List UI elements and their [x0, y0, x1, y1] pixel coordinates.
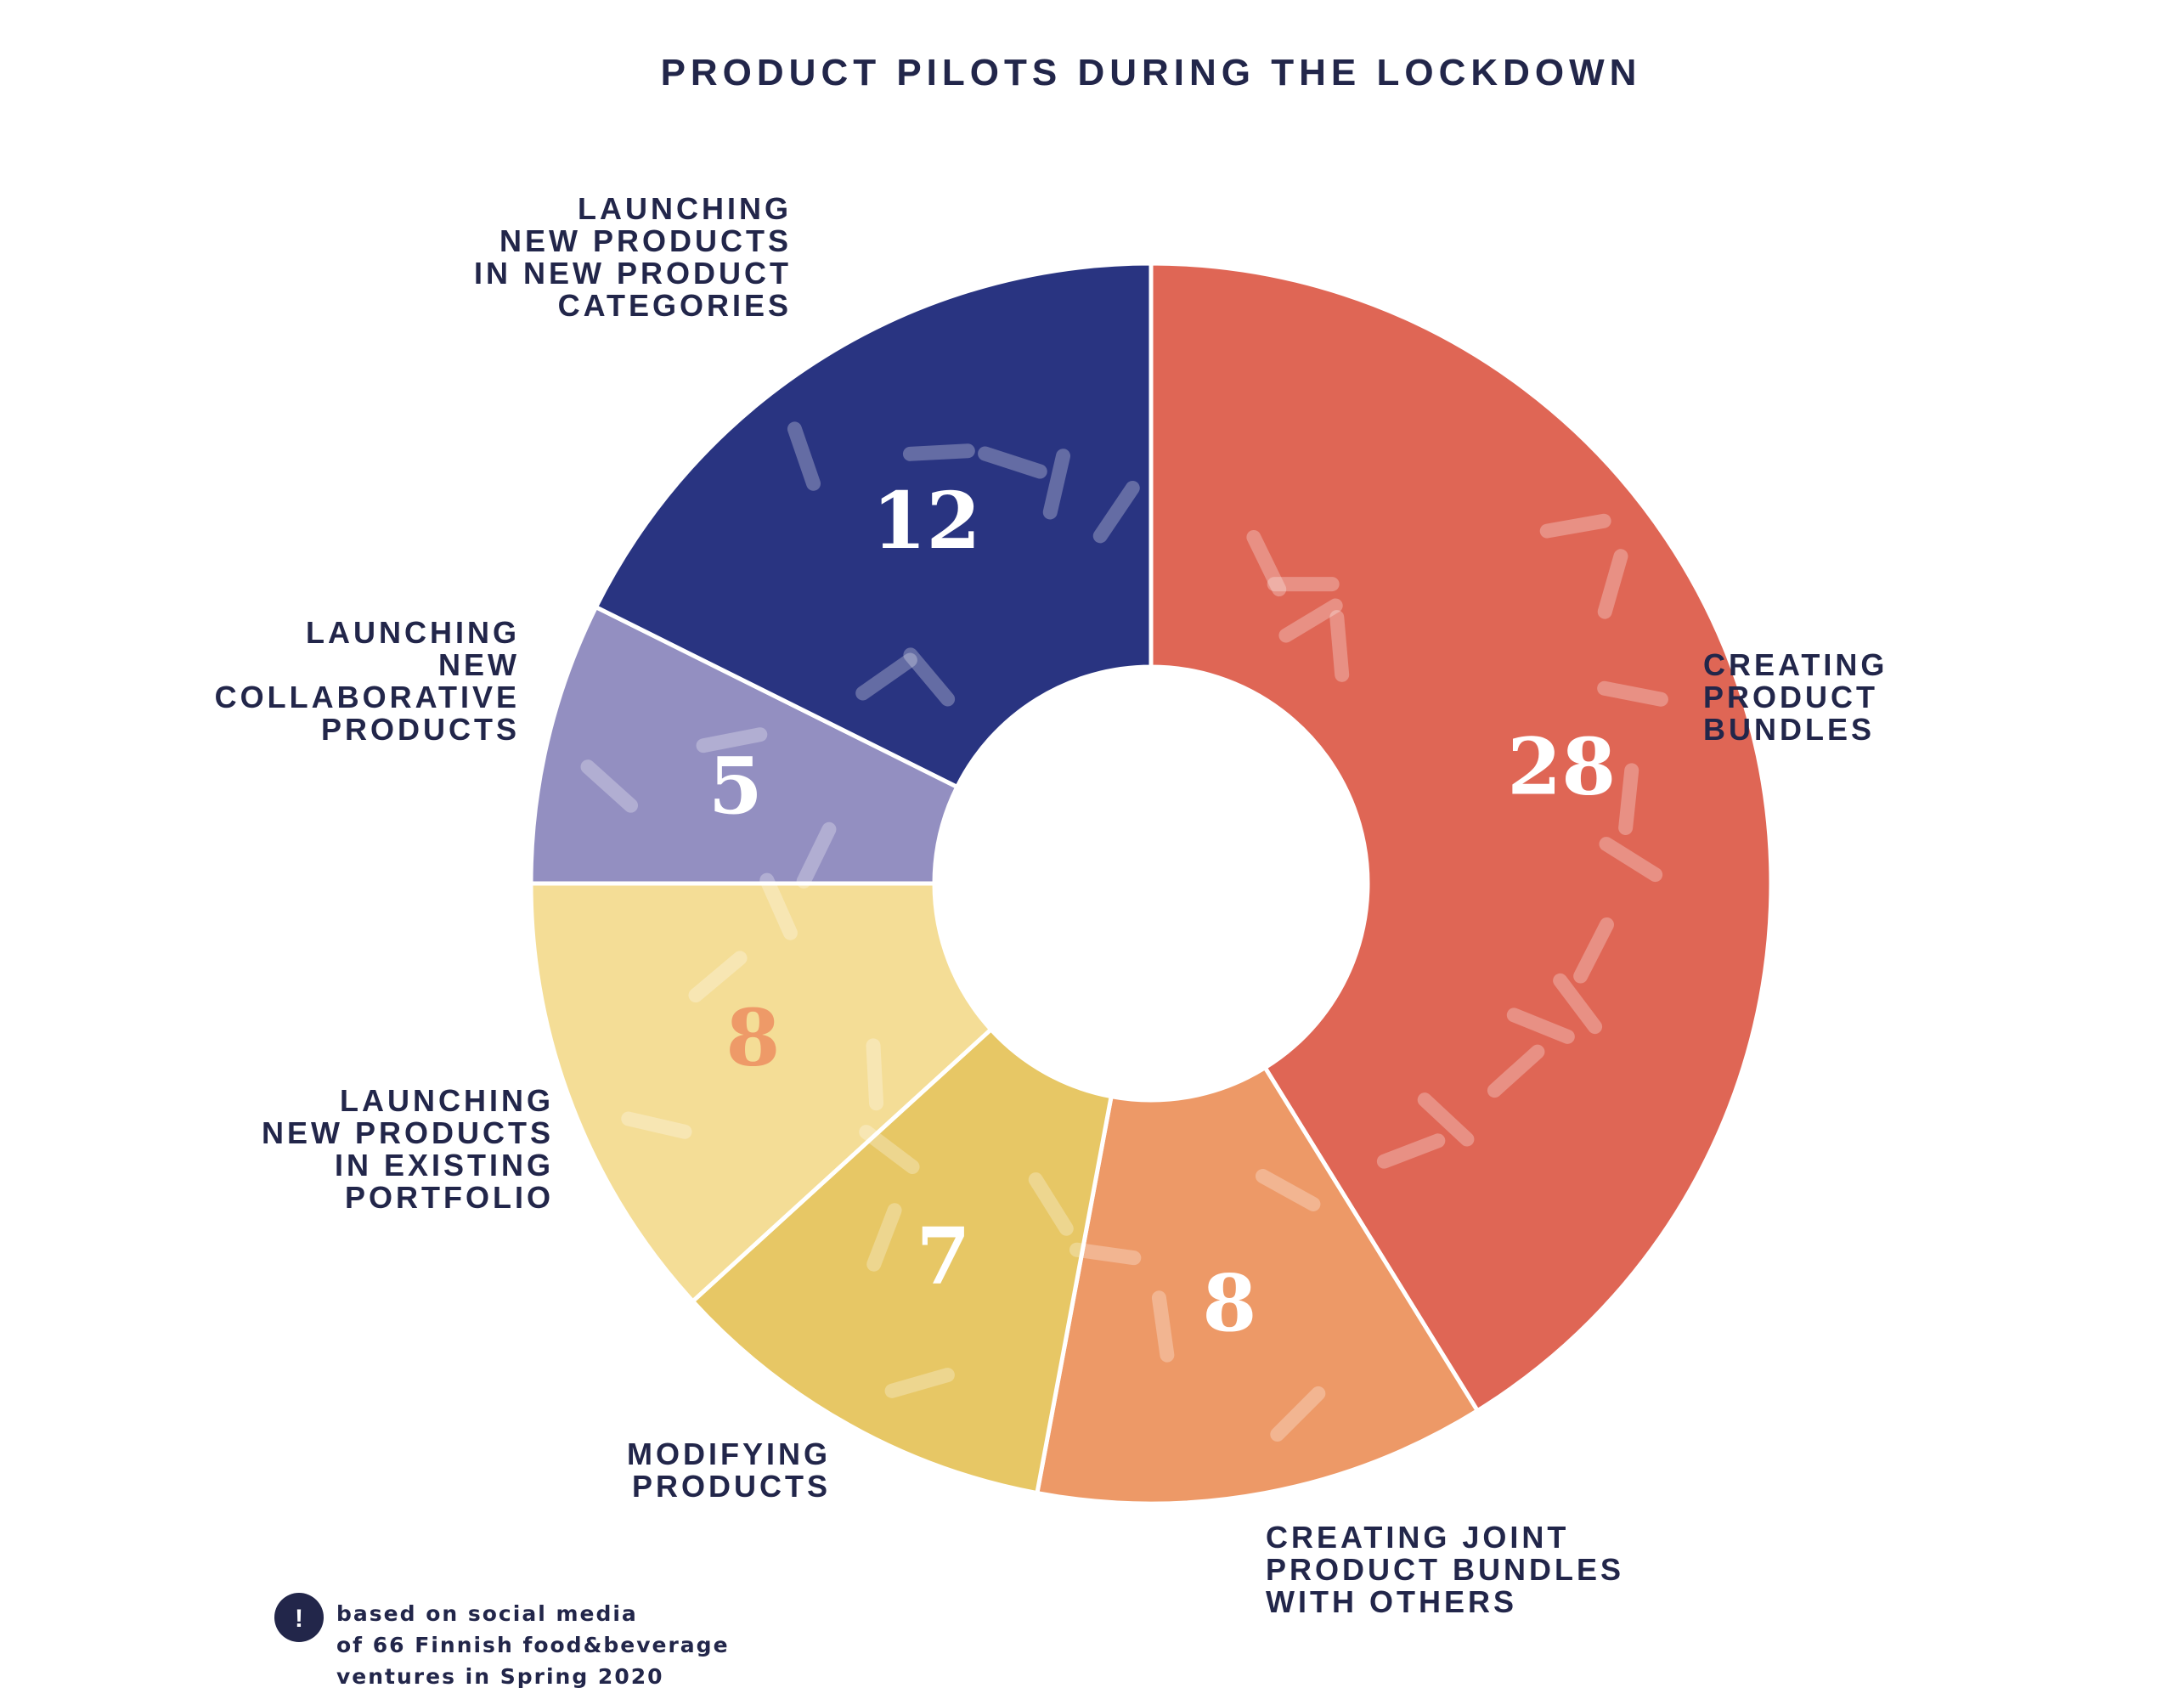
slice-label-creating-product-bundles: CREATING PRODUCT BUNDLES — [1703, 647, 1888, 747]
slice-label-launching-new-products-in-existing-portfolio: LAUNCHING NEW PRODUCTS IN EXISTING PORTFOLI… — [262, 1083, 554, 1215]
slice-labels: CREATING PRODUCT BUNDLES CREATING JOINT PROD… — [215, 191, 1888, 1619]
sprinkle-dash — [1539, 513, 1611, 539]
sprinkle-dash — [796, 821, 837, 889]
sprinkle-dash — [621, 1111, 692, 1139]
sprinkle-dash — [688, 951, 748, 1003]
value-label-launching-new-products-in-new-product-categories: 12 — [872, 475, 980, 567]
sprinkle-dash — [866, 1203, 902, 1272]
sprinkle-dash — [759, 872, 798, 940]
sprinkle-dash — [787, 421, 821, 491]
sprinkle-dash — [1506, 1008, 1575, 1044]
sprinkle-dash — [855, 652, 917, 701]
value-label-modifying-products: 7 — [916, 1211, 970, 1302]
sprinkle-dash — [859, 1125, 920, 1175]
value-label-creating-joint-product-bundles-with-others: 8 — [1202, 1257, 1256, 1349]
footnote-line: ventures in Spring 2020 — [336, 1664, 664, 1689]
value-label-creating-product-bundles: 28 — [1507, 720, 1616, 812]
chart-title: PRODUCT PILOTS DURING THE LOCKDOWN — [661, 52, 1642, 93]
sprinkle-dash — [1599, 837, 1663, 883]
exclamation-icon — [274, 1593, 324, 1642]
sprinkle-dash — [1069, 1242, 1142, 1266]
sprinkle-dash — [1246, 529, 1287, 597]
sprinkle-dash — [1376, 1133, 1446, 1169]
exclamation-glyph: ! — [295, 1605, 303, 1633]
sprinkle-dash — [1597, 680, 1668, 707]
sprinkle-dash — [884, 1368, 955, 1398]
slice-launching-new-products-in-existing-portfolio — [528, 881, 994, 1304]
sprinkle-dash — [1278, 598, 1343, 643]
sprinkle-dash — [902, 443, 975, 461]
sprinkle-dash — [1618, 763, 1639, 836]
slice-label-modifying-products: MODIFYING PRODUCTS — [627, 1437, 831, 1504]
slice-label-launching-new-products-in-new-product-categories: LAUNCHING NEW PRODUCTS IN NEW PRODUCT CATEG… — [474, 191, 792, 323]
sprinkle-dash — [1553, 973, 1603, 1035]
slices-layer — [528, 261, 1774, 1506]
sprinkle-dash — [1573, 917, 1615, 984]
value-labels: 28 8 7 8 5 12 — [708, 475, 1616, 1349]
slice-label-creating-joint-product-bundles-with-others: CREATING JOINT PRODUCT BUNDLES WITH OTHERS — [1266, 1520, 1624, 1619]
sprinkle-dash — [1255, 1169, 1321, 1211]
slice-modifying-products — [691, 1027, 1114, 1496]
sprinkle-dash — [580, 759, 639, 813]
sprinkle-dash — [978, 446, 1047, 479]
footnote: ! based on social media of 66 Finnish food… — [274, 1593, 730, 1689]
value-label-launching-new-collaborative-products: 5 — [708, 740, 763, 832]
sprinkle-dash — [696, 727, 768, 754]
sprinkle-dash — [866, 1038, 884, 1111]
footnote-line: based on social media — [336, 1601, 638, 1626]
slice-launching-new-collaborative-products — [528, 605, 960, 886]
slice-launching-new-products-in-new-product-categories — [594, 261, 1154, 789]
sprinkle-dash — [1417, 1092, 1475, 1147]
sprinkle-dash — [1092, 480, 1140, 544]
value-label-launching-new-products-in-existing-portfolio: 8 — [725, 992, 780, 1084]
sprinkle-dash — [1270, 1386, 1326, 1442]
sprinkle-dash — [903, 647, 956, 707]
dashes-layer — [580, 421, 1668, 1442]
slice-creating-product-bundles — [1148, 261, 1774, 1414]
sprinkle-dash — [1597, 549, 1628, 619]
sprinkle-dash — [1042, 449, 1071, 520]
sprinkle-dash — [1028, 1172, 1074, 1236]
sprinkle-dash — [1487, 1044, 1545, 1098]
slice-label-launching-new-collaborative-products: LAUNCHING NEW COLLABORATIVE PRODUCTS — [215, 615, 520, 747]
sprinkle-dash — [1329, 610, 1350, 682]
slice-creating-joint-product-bundles-with-others — [1035, 1065, 1480, 1506]
footnote-line: of 66 Finnish food&beverage — [336, 1633, 730, 1657]
sprinkle-dash — [1151, 1290, 1175, 1363]
